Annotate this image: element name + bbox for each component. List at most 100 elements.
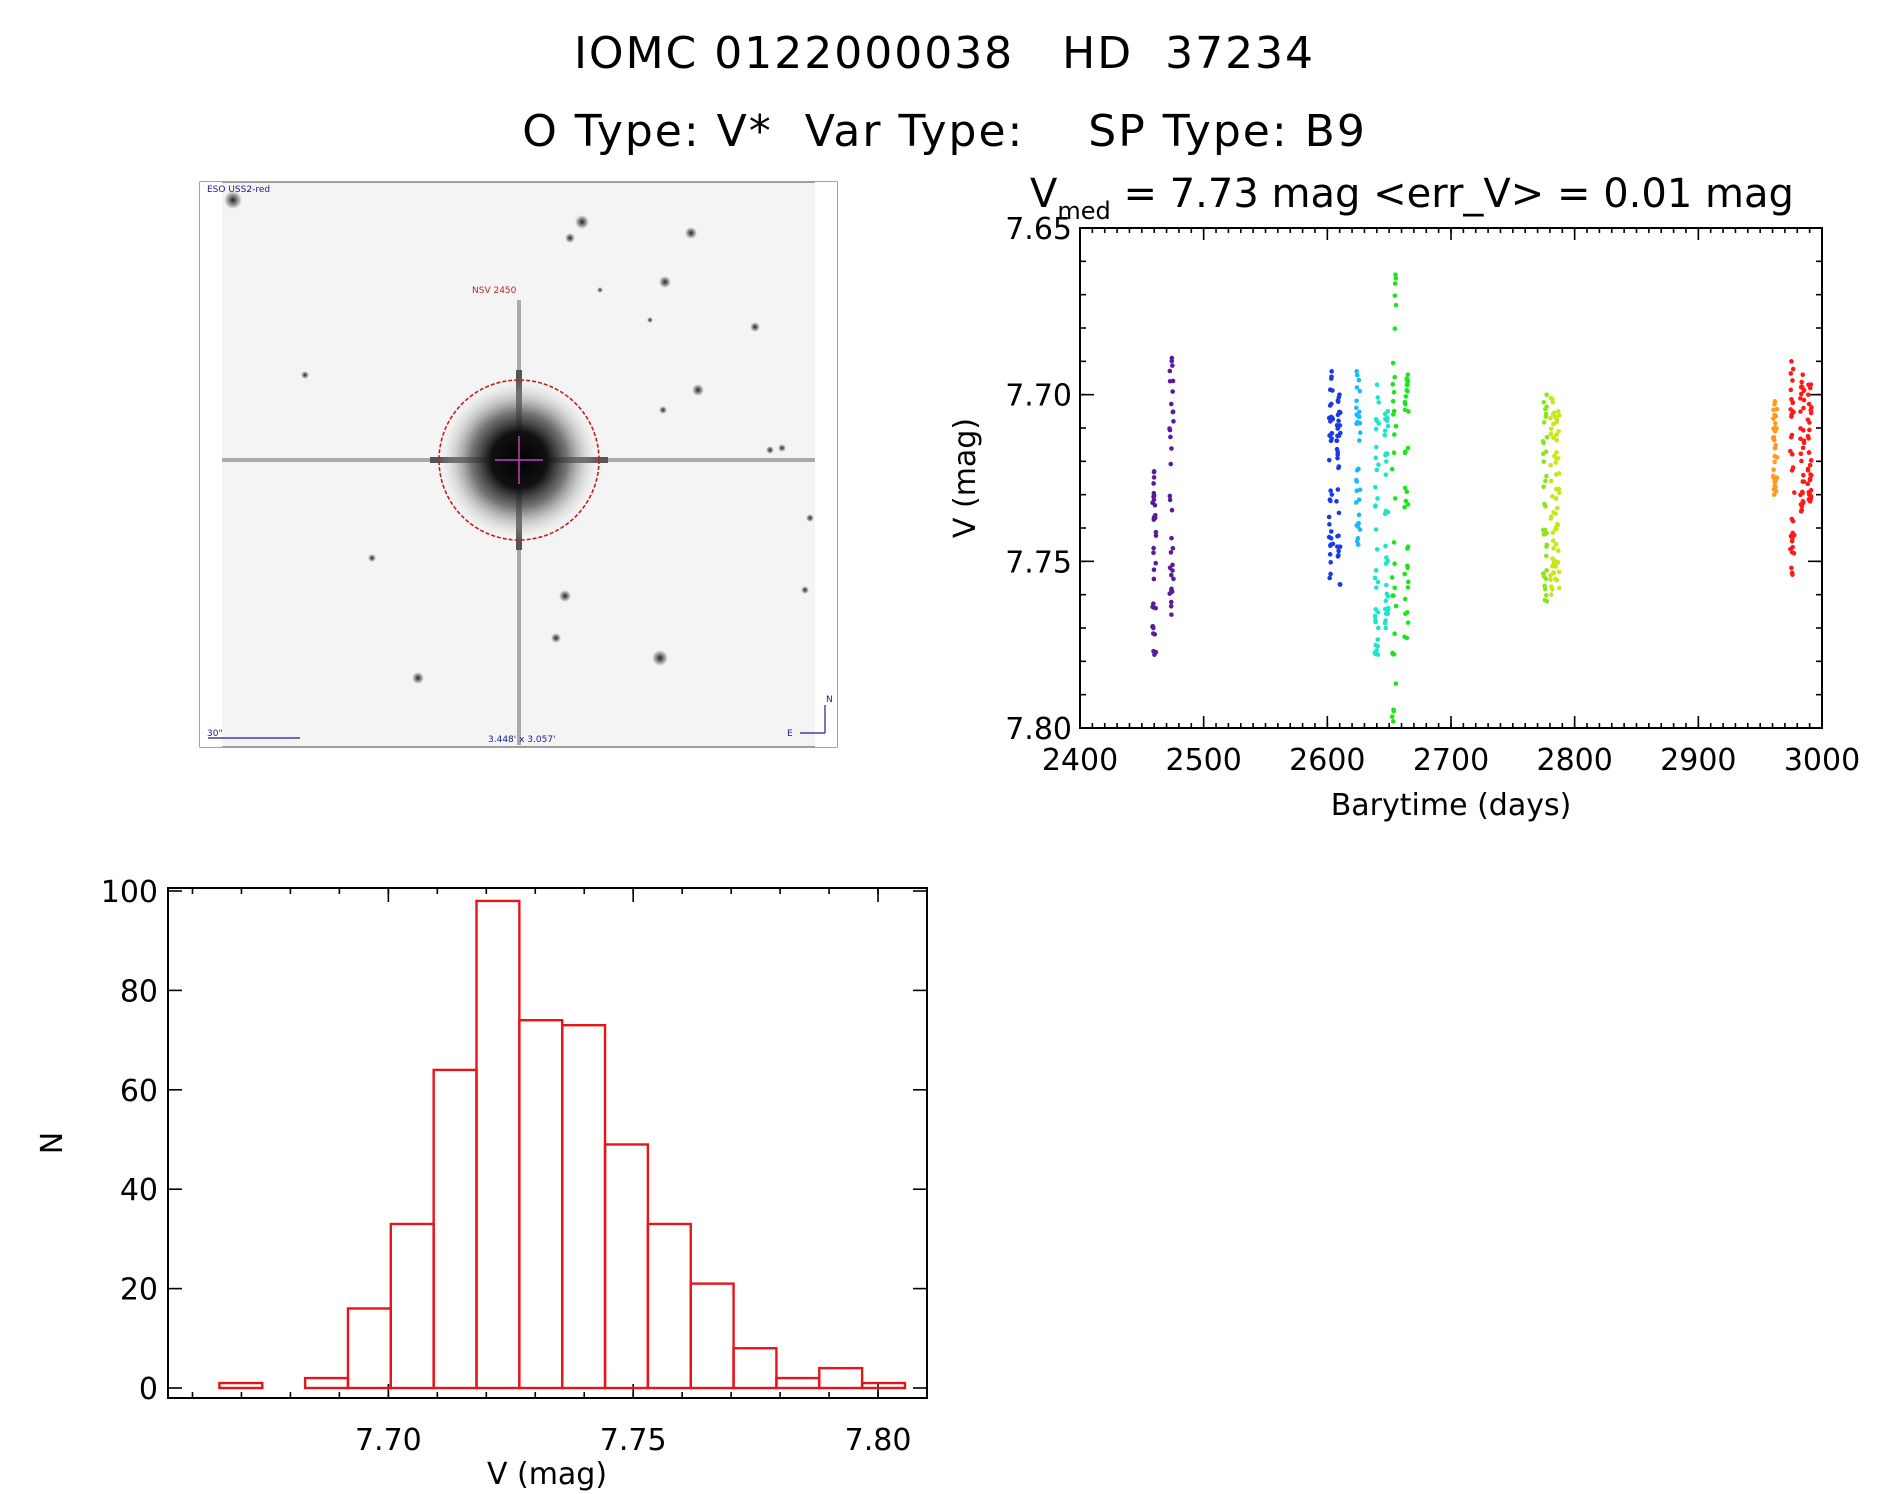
lc-point xyxy=(1373,527,1379,532)
lc-point xyxy=(1337,544,1343,550)
lc-point xyxy=(1556,585,1562,591)
lc-point xyxy=(1373,455,1379,461)
lc-point xyxy=(1355,536,1361,541)
lc-point xyxy=(1391,389,1397,395)
compass-e-label: E xyxy=(787,729,793,739)
lc-xtick-label: 2500 xyxy=(1165,743,1241,778)
lc-point xyxy=(1337,423,1343,428)
lc-point xyxy=(1373,568,1379,573)
lc-point xyxy=(1328,535,1334,541)
h-ytick-label: 0 xyxy=(139,1372,158,1407)
lc-point xyxy=(1329,401,1334,407)
histogram-bar xyxy=(646,1222,692,1390)
lc-point xyxy=(1392,326,1398,331)
histogram-bars xyxy=(218,899,907,1390)
lc-point xyxy=(1544,544,1549,549)
lc-point xyxy=(1375,625,1381,631)
lc-point xyxy=(1541,459,1547,464)
lc-point xyxy=(1799,379,1805,385)
lc-point xyxy=(1393,276,1399,281)
lc-point xyxy=(1548,577,1553,582)
lc-point xyxy=(1336,510,1342,516)
lc-point xyxy=(1405,579,1411,585)
lc-point xyxy=(1405,502,1411,507)
lc-point xyxy=(1357,388,1363,394)
lc-point xyxy=(1772,483,1778,489)
lc-point xyxy=(1385,423,1391,429)
lightcurve-chart: Vmed = 7.73 mag <err_V> = 0.01 mag 2400 2… xyxy=(948,171,1860,823)
lc-point xyxy=(1382,606,1388,612)
lc-point xyxy=(1806,492,1812,498)
lc-point xyxy=(1555,521,1560,527)
histogram-bar xyxy=(518,1019,564,1390)
lc-point xyxy=(1405,620,1411,625)
h-ytick-label: 40 xyxy=(120,1173,158,1208)
lc-point xyxy=(1336,395,1342,400)
finder-image-right-margin xyxy=(815,182,837,747)
lc-point xyxy=(1374,585,1379,590)
lc-ytick-label: 7.70 xyxy=(1005,379,1072,414)
lc-point xyxy=(1553,460,1558,465)
lc-point xyxy=(1327,522,1332,527)
lc-point xyxy=(1791,490,1797,495)
lc-point xyxy=(1771,426,1776,432)
lc-point xyxy=(1392,585,1397,591)
lc-point xyxy=(1553,486,1559,492)
lc-point xyxy=(1404,489,1410,494)
lc-point xyxy=(1169,535,1174,541)
lc-point xyxy=(1354,522,1360,528)
lc-point xyxy=(1168,401,1174,407)
lc-point xyxy=(1153,533,1159,538)
lc-point xyxy=(1336,464,1342,469)
lc-point xyxy=(1806,436,1811,441)
lc-point xyxy=(1153,529,1159,535)
lc-point xyxy=(1553,541,1559,547)
lc-point xyxy=(1354,398,1359,404)
histogram-bar xyxy=(432,1068,478,1390)
lc-point xyxy=(1554,456,1559,461)
lc-point xyxy=(1375,496,1380,501)
lc-point xyxy=(1402,450,1408,456)
lc-point xyxy=(1392,281,1398,286)
lc-point xyxy=(1556,429,1561,434)
lc-point xyxy=(1805,466,1811,472)
lc-point xyxy=(1326,514,1332,520)
lc-point xyxy=(1806,401,1812,407)
lc-point xyxy=(1548,426,1554,432)
lc-point xyxy=(1383,625,1389,631)
lc-point xyxy=(1354,369,1359,374)
lc-xtick-label: 2900 xyxy=(1660,743,1736,778)
lc-point xyxy=(1328,543,1333,549)
lc-point xyxy=(1543,449,1549,455)
lc-point xyxy=(1549,396,1555,402)
lc-point xyxy=(1153,649,1159,655)
lc-point xyxy=(1170,562,1175,568)
lc-point xyxy=(1330,388,1335,393)
lc-xtick-label: 2800 xyxy=(1536,743,1612,778)
histogram-xlabel: V (mag) xyxy=(487,1457,607,1492)
lc-point xyxy=(1357,438,1362,443)
lc-point xyxy=(1153,605,1158,611)
lc-point xyxy=(1167,378,1173,384)
lc-point xyxy=(1554,450,1559,455)
lc-point xyxy=(1555,560,1561,565)
lc-point xyxy=(1337,581,1343,587)
lc-point xyxy=(1771,492,1777,497)
lc-point xyxy=(1789,359,1794,364)
lc-point xyxy=(1801,387,1807,393)
lc-point xyxy=(1799,507,1805,513)
lc-point xyxy=(1385,594,1391,599)
lc-point xyxy=(1167,493,1173,499)
lc-point xyxy=(1551,546,1556,551)
lc-point xyxy=(1354,405,1359,411)
field-star xyxy=(766,446,774,454)
field-star xyxy=(412,672,424,684)
lc-xtick-label: 2600 xyxy=(1289,743,1365,778)
lc-point xyxy=(1392,496,1398,501)
lc-point xyxy=(1800,479,1806,484)
lc-point xyxy=(1544,434,1550,440)
field-stars xyxy=(224,191,814,684)
lc-point xyxy=(1151,567,1157,573)
lc-point xyxy=(1374,382,1380,387)
h-ytick-label: 80 xyxy=(120,974,158,1009)
